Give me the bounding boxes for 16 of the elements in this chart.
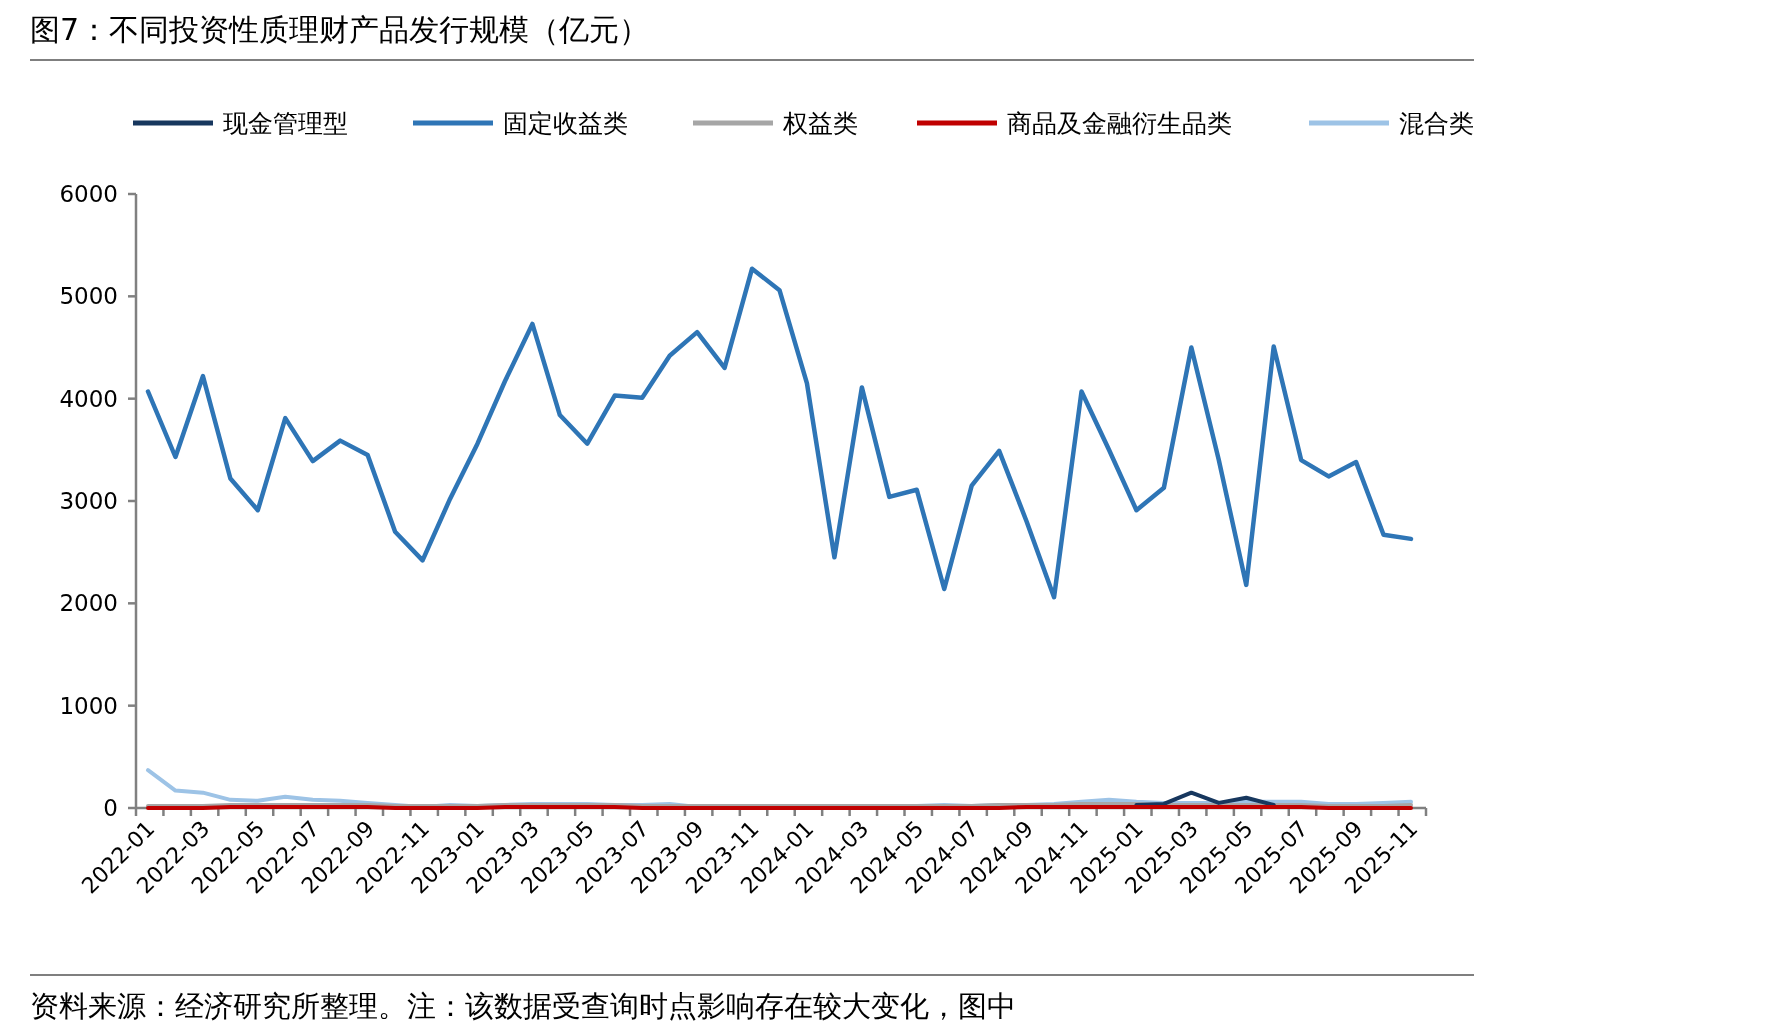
y-tick-label: 4000	[59, 385, 118, 412]
legend-label: 商品及金融衍生品类	[1007, 109, 1232, 138]
text: 资料来源：经济研究所整理。注：该数据受查询时点影响存在较大变化，图中	[30, 989, 1016, 1023]
line-series	[145, 266, 1414, 600]
y-tick-label: 5000	[59, 283, 118, 310]
legend-label: 权益类	[782, 109, 858, 138]
chart-title: 图7：不同投资性质理财产品发行规模（亿元）	[30, 12, 650, 47]
legend-label: 混合类	[1399, 109, 1474, 138]
y-tick-label: 1000	[59, 692, 118, 719]
y-tick-label: 6000	[59, 181, 118, 207]
y-tick-label: 2000	[59, 590, 118, 617]
legend-label: 固定收益类	[503, 109, 628, 138]
line-series	[1134, 790, 1276, 807]
y-tick-label: 3000	[59, 488, 118, 514]
y-tick-label: 0	[103, 795, 118, 821]
legend-label: 现金管理型	[223, 109, 348, 138]
